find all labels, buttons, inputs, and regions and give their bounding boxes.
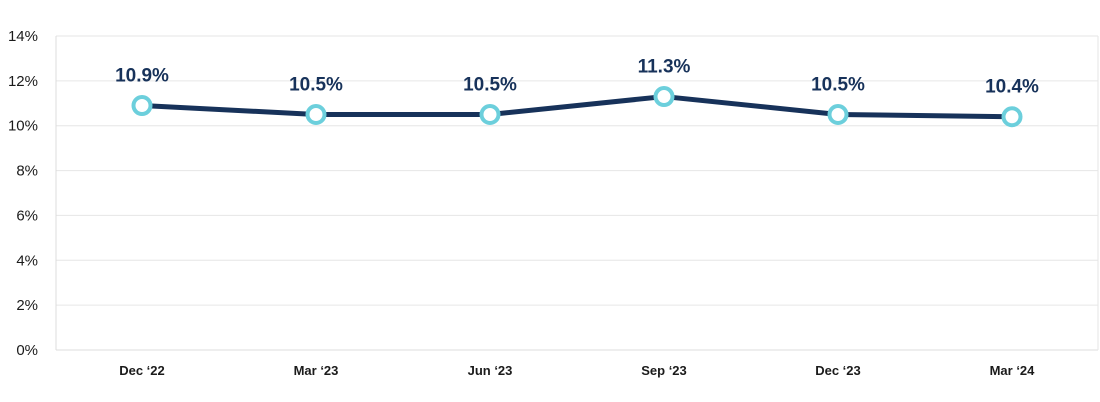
- data-label: 10.4%: [985, 77, 1039, 98]
- axes: [55, 36, 1099, 351]
- data-label: 11.3%: [638, 57, 691, 78]
- y-tick-label: 2%: [16, 297, 38, 314]
- data-point: [479, 104, 501, 125]
- y-tick-label: 4%: [16, 252, 38, 269]
- gridlines: [56, 35, 1098, 306]
- data-point: [827, 104, 849, 125]
- x-tick-label: Mar ‘24: [990, 363, 1036, 378]
- x-tick-label: Mar ‘23: [294, 363, 339, 378]
- x-axis-tick-labels: Dec ‘22 Mar ‘23 Jun ‘23 Sep ‘23 Dec ‘23 Mar ‘…: [119, 363, 1035, 378]
- x-tick-label: Jun ‘23: [468, 363, 513, 378]
- y-tick-label: 14%: [8, 28, 38, 45]
- data-labels: 10.9% 10.5% 10.5% 11.3% 10.5% 10.4%: [115, 57, 1039, 98]
- series-markers: [131, 86, 1023, 128]
- x-tick-label: Dec ‘23: [815, 363, 861, 378]
- data-label: 10.5%: [463, 75, 517, 96]
- y-tick-label: 8%: [16, 163, 38, 180]
- y-tick-label: 0%: [16, 342, 38, 359]
- series-line: [139, 94, 1015, 120]
- y-tick-label: 6%: [16, 207, 38, 224]
- data-label: 10.9%: [115, 66, 169, 87]
- data-point: [1001, 106, 1023, 128]
- data-point: [305, 104, 327, 125]
- data-label: 10.5%: [289, 75, 343, 96]
- data-label: 10.5%: [811, 75, 865, 96]
- series-line-layer: [139, 94, 1015, 120]
- x-tick-label: Dec ‘22: [119, 363, 165, 378]
- data-point: [131, 95, 153, 117]
- y-axis-tick-labels: 0% 2% 4% 6% 8% 10% 12% 14%: [8, 28, 38, 359]
- data-point: [653, 86, 675, 108]
- x-tick-label: Sep ‘23: [641, 363, 687, 378]
- y-tick-label: 12%: [8, 73, 38, 90]
- y-tick-label: 10%: [8, 118, 38, 135]
